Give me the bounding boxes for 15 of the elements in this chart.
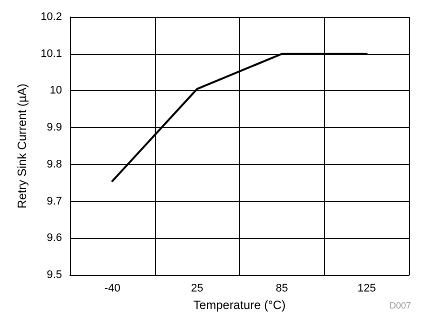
- x-tick-label: -40: [104, 282, 120, 295]
- y-tick-label: 10.2: [40, 11, 62, 23]
- y-axis-title: Retry Sink Current (µA): [15, 84, 29, 209]
- y-tick-label: 9.6: [46, 232, 62, 244]
- y-tick-label: 10: [50, 84, 62, 97]
- y-tick-label: 9.7: [46, 195, 62, 208]
- x-tick-label: 125: [357, 282, 376, 295]
- x-tick-label: 25: [191, 282, 204, 295]
- y-tick-label: 9.9: [46, 122, 62, 134]
- y-tick-label: 9.5: [46, 269, 62, 282]
- y-tick-label: 9.8: [46, 158, 62, 170]
- y-tick-label: 10.1: [40, 48, 62, 60]
- x-axis-title: Temperature (°C): [193, 298, 286, 312]
- x-tick-label: 85: [276, 282, 288, 295]
- text: D007: [389, 300, 411, 310]
